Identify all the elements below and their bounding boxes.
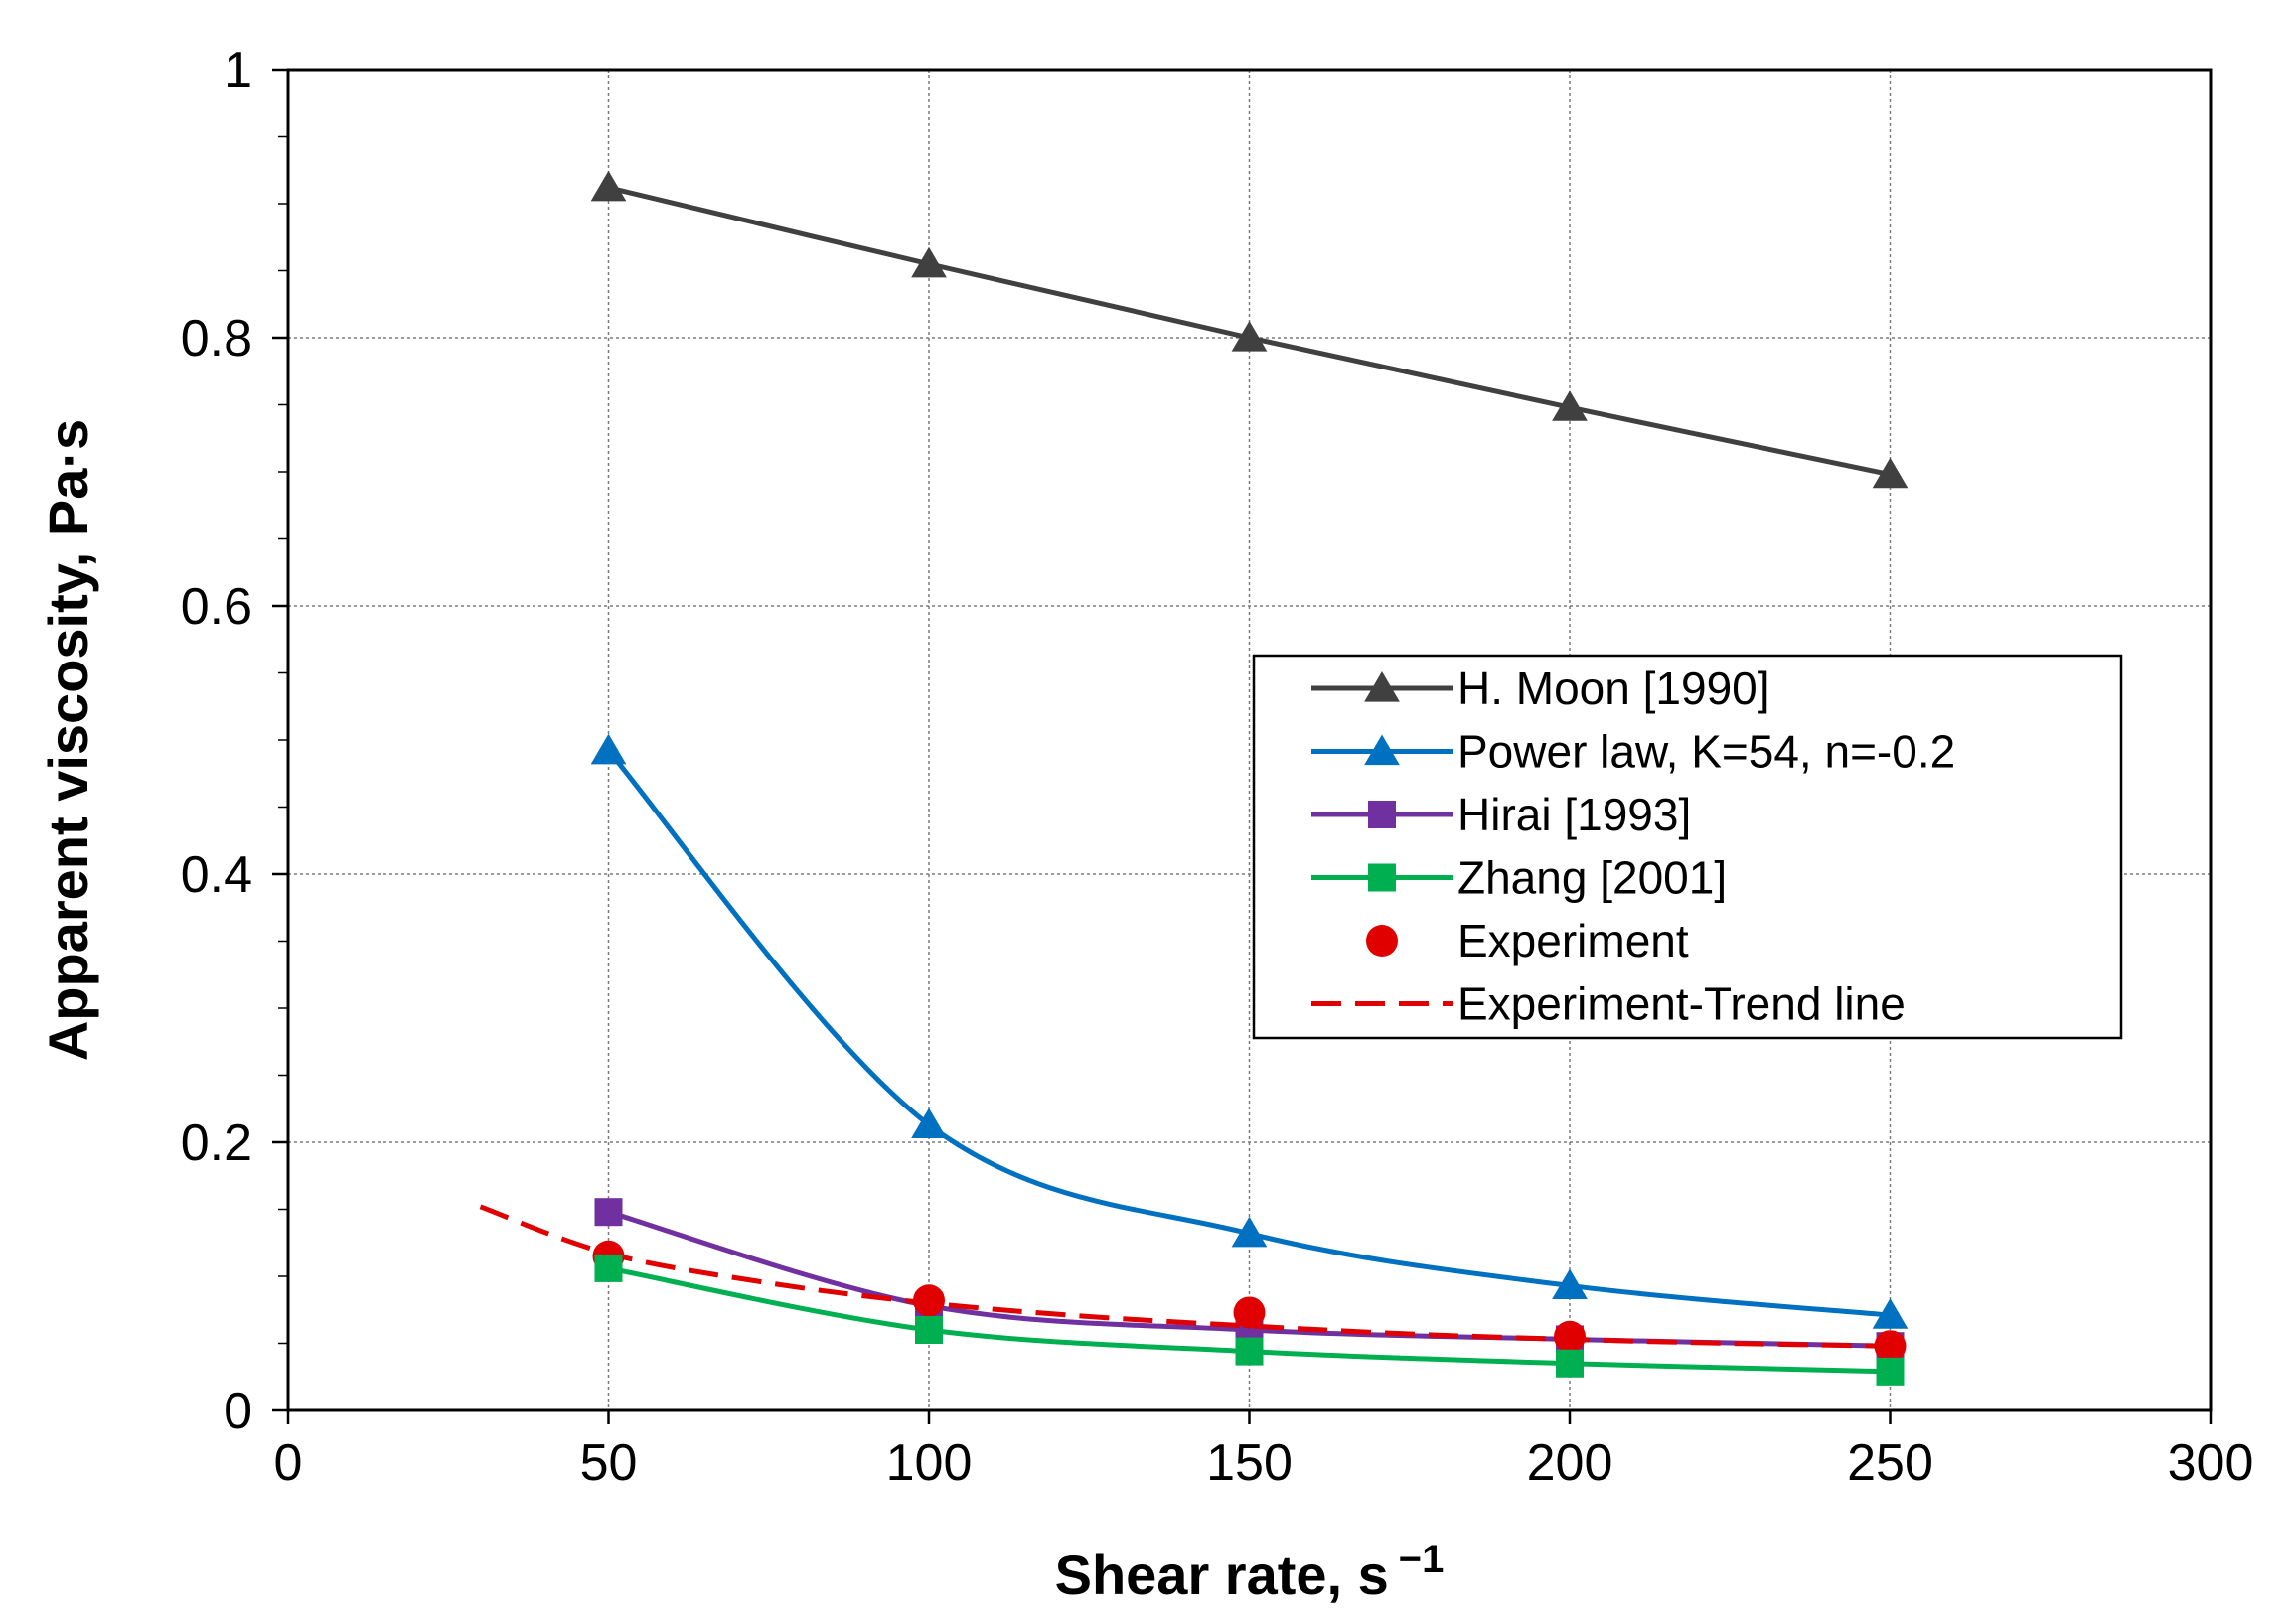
legend-swatch-marker xyxy=(1366,925,1398,957)
series-h-moon-1990 xyxy=(590,170,1909,489)
data-point-experiment-200 xyxy=(1554,1320,1586,1353)
data-point-h-moon-1990-150 xyxy=(1231,321,1268,352)
series-power-law-k-54-n-0-2 xyxy=(590,733,1909,1329)
x-tick-label-100: 100 xyxy=(886,1434,973,1492)
data-point-power-law-k-54-n-0-2-100 xyxy=(911,1107,947,1139)
data-point-zhang-2001-100 xyxy=(915,1316,943,1344)
legend-box xyxy=(1252,654,2123,1040)
data-point-power-law-k-54-n-0-2-150 xyxy=(1231,1216,1268,1248)
data-point-power-law-k-54-n-0-2-250 xyxy=(1872,1298,1909,1329)
data-point-zhang-2001-50 xyxy=(594,1254,623,1282)
legend-swatch-marker xyxy=(1364,734,1400,766)
data-point-hirai-1993-50 xyxy=(594,1198,623,1227)
y-tick-label-0_4: 0.4 xyxy=(181,846,252,904)
x-tick-label-150: 150 xyxy=(1206,1434,1293,1492)
x-axis-title-superscript: −1 xyxy=(1399,1538,1445,1581)
data-point-power-law-k-54-n-0-2-50 xyxy=(590,733,627,765)
series-layer xyxy=(479,170,1909,1386)
legend: H. Moon [1990] Power law, K=54, n=-0.2 Hir… xyxy=(1252,654,2123,1040)
x-axis-title: Shear rate, s −1 xyxy=(1055,1538,1445,1606)
data-point-h-moon-1990-250 xyxy=(1872,457,1909,489)
legend-label: Hirai [1993] xyxy=(1457,789,1691,840)
legend-label: Experiment xyxy=(1457,915,1689,966)
legend-item-power-law-k-54-n-0-2: Power law, K=54, n=-0.2 xyxy=(1311,726,1955,778)
series-line-experiment-trend-line xyxy=(479,1204,1891,1349)
legend-label: Zhang [2001] xyxy=(1457,852,1727,904)
legend-item-experiment-trend-line: Experiment-Trend line xyxy=(1311,978,1906,1030)
x-axis-title-text: Shear rate, s xyxy=(1055,1544,1389,1606)
series-zhang-2001 xyxy=(594,1254,1905,1386)
legend-swatch-marker xyxy=(1368,801,1396,828)
data-point-h-moon-1990-200 xyxy=(1552,390,1588,421)
x-tick-label-250: 250 xyxy=(1847,1434,1933,1492)
tick-labels: 0 50 100 150 200 250 300 0 0.2 0.4 0.6 0.8 1 xyxy=(181,42,2254,1492)
legend-label: H. Moon [1990] xyxy=(1457,663,1770,714)
legend-item-experiment: Experiment xyxy=(1366,915,1689,966)
series-experiment-trend-line xyxy=(479,1204,1891,1349)
y-axis-title: Apparent viscosity, Pa·s xyxy=(37,419,99,1061)
y-tick-label-0: 0 xyxy=(224,1383,252,1440)
y-tick-label-0_6: 0.6 xyxy=(181,578,252,636)
data-point-zhang-2001-250 xyxy=(1876,1357,1905,1386)
data-point-zhang-2001-200 xyxy=(1556,1349,1584,1378)
x-tick-label-50: 50 xyxy=(580,1434,638,1492)
data-point-h-moon-1990-50 xyxy=(590,170,627,202)
x-tick-label-300: 300 xyxy=(2168,1434,2254,1492)
legend-item-h-moon-1990: H. Moon [1990] xyxy=(1311,663,1770,714)
legend-label: Experiment-Trend line xyxy=(1457,978,1906,1030)
x-tick-label-0: 0 xyxy=(274,1434,303,1492)
legend-swatch-marker xyxy=(1364,671,1400,702)
legend-item-zhang-2001: Zhang [2001] xyxy=(1311,852,1727,904)
data-point-power-law-k-54-n-0-2-200 xyxy=(1552,1268,1588,1300)
data-point-experiment-100 xyxy=(913,1284,945,1317)
axis-ticks xyxy=(272,68,2213,1424)
y-tick-label-0_2: 0.2 xyxy=(181,1114,252,1172)
x-tick-label-200: 200 xyxy=(1527,1434,1613,1492)
y-tick-label-1: 1 xyxy=(224,42,252,99)
y-tick-label-0_8: 0.8 xyxy=(181,310,252,368)
legend-item-hirai-1993: Hirai [1993] xyxy=(1311,789,1691,840)
series-line-power-law-k-54-n-0-2 xyxy=(606,749,1891,1318)
data-point-experiment-150 xyxy=(1233,1296,1266,1329)
data-point-h-moon-1990-100 xyxy=(911,246,947,278)
data-point-zhang-2001-150 xyxy=(1235,1337,1264,1366)
legend-swatch-marker xyxy=(1368,863,1396,892)
legend-label: Power law, K=54, n=-0.2 xyxy=(1457,726,1955,778)
